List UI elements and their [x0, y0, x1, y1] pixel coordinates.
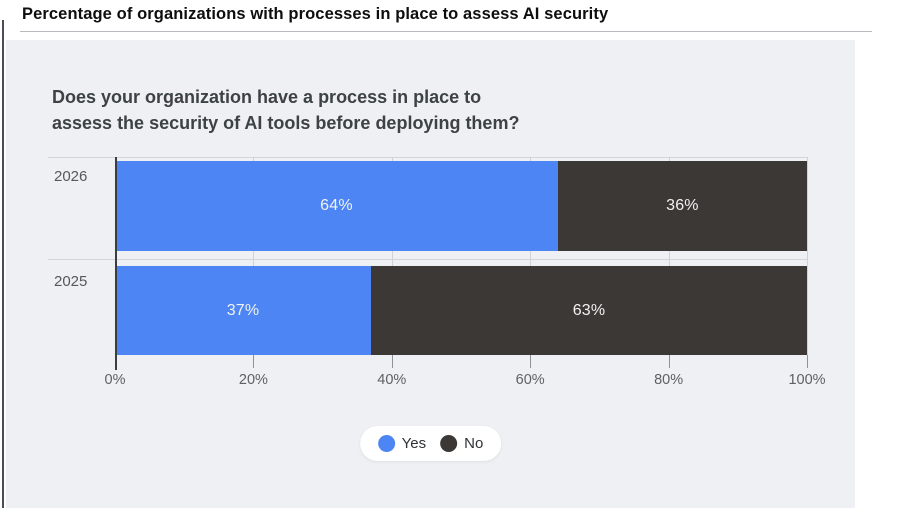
tick-label-40: 40%	[377, 372, 407, 388]
tick-mark-40	[391, 355, 393, 368]
bar-row-2026: 64% 36%	[115, 161, 807, 251]
tick-label-20: 20%	[238, 372, 268, 388]
x-axis-labels: 0% 20% 40% 60% 80% 100%	[105, 372, 826, 390]
bar-value-label-2025-no: 63%	[572, 301, 606, 319]
y-axis-line	[115, 157, 117, 370]
gridline-40	[391, 157, 393, 355]
legend-label-no: No	[464, 435, 484, 452]
left-border-rule	[2, 20, 4, 508]
row-boundary-top	[48, 157, 807, 158]
bar-value-label-2026-yes: 64%	[320, 197, 353, 214]
tick-label-60: 60%	[515, 372, 545, 388]
tick-mark-100	[807, 355, 808, 368]
category-label-2025: 2025	[54, 273, 88, 290]
tick-mark-80	[668, 355, 670, 368]
category-label-2026: 2026	[54, 168, 88, 185]
legend-entry-no[interactable]: No	[440, 435, 483, 452]
chart-question-line2: assess the security of AI tools before d…	[52, 113, 520, 133]
plot-gridlines	[115, 157, 808, 355]
tick-mark-20	[253, 355, 255, 368]
bar-value-label-2025-yes: 37%	[226, 301, 260, 319]
gridline-20	[253, 157, 255, 355]
title-underline	[20, 31, 872, 32]
gridline-80	[668, 157, 670, 355]
legend-entry-yes[interactable]: Yes	[377, 435, 427, 452]
legend: Yes No	[359, 426, 502, 461]
bar-segment-2026-no[interactable]: 36%	[557, 161, 807, 251]
gridline-100	[807, 157, 808, 355]
tick-label-0: 0%	[104, 372, 126, 388]
tick-mark-60	[530, 355, 532, 368]
tick-label-80: 80%	[654, 372, 684, 388]
bar-row-2025: 37% 63%	[115, 266, 807, 355]
bar-value-label-2026-no: 36%	[666, 197, 699, 214]
chart-question-line1: Does your organization have a process in…	[52, 87, 482, 107]
gridline-60	[530, 157, 532, 355]
page-title: Percentage of organizations with process…	[22, 5, 609, 23]
chart-question: Does your organization have a process in…	[52, 84, 519, 136]
no-dot-icon	[440, 435, 458, 452]
chart-card: Does your organization have a process in…	[6, 40, 855, 508]
bar-segment-2026-yes[interactable]: 64%	[115, 161, 558, 251]
yes-dot-icon	[377, 435, 395, 452]
legend-label-yes: Yes	[401, 435, 427, 452]
tick-label-100: 100%	[788, 372, 826, 388]
bar-segment-2025-no[interactable]: 63%	[371, 266, 807, 355]
bar-segment-2025-yes[interactable]: 37%	[115, 266, 372, 355]
x-axis-ticks	[115, 355, 808, 368]
row-boundary-mid	[48, 259, 807, 260]
